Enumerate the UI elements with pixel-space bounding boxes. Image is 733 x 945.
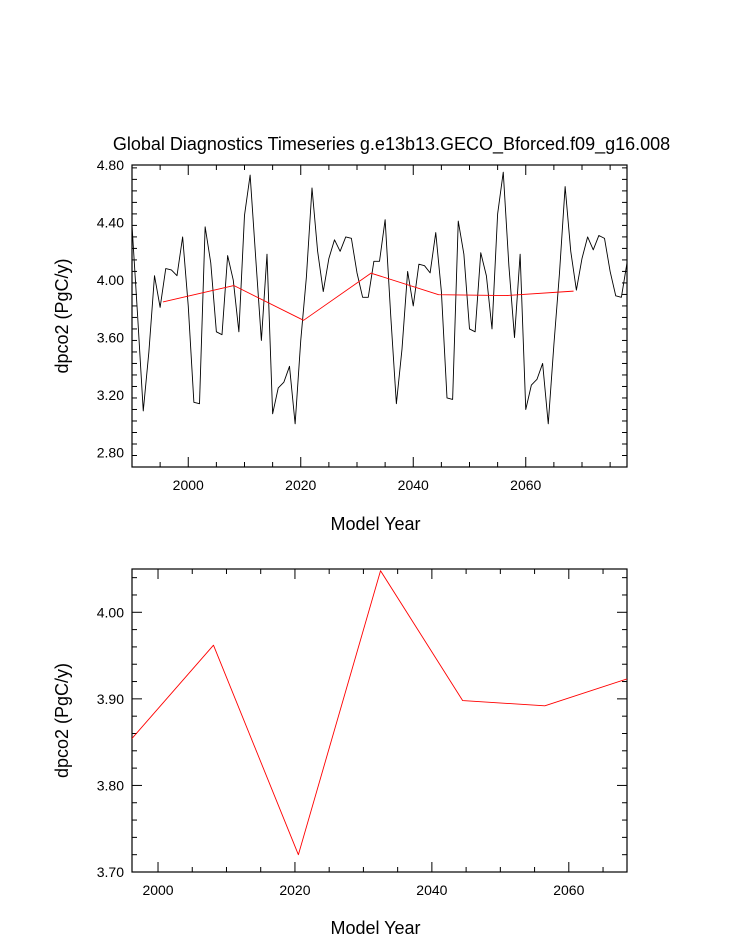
x-tick-label: 2040 bbox=[398, 477, 429, 493]
y-tick-label: 4.80 bbox=[97, 157, 124, 173]
y-tick-label: 3.90 bbox=[97, 691, 124, 707]
y-tick-label: 4.00 bbox=[97, 272, 124, 288]
x-axis-title: Model Year bbox=[330, 514, 420, 534]
y-tick-label: 2.80 bbox=[97, 445, 124, 461]
y-tick-label: 3.70 bbox=[97, 864, 124, 880]
top-panel: 2000 2020 2040 2060 2.80 3.20 3.60 4.00 4.40 4.80… bbox=[52, 134, 670, 534]
y-tick-label: 4.00 bbox=[97, 604, 124, 620]
y-axis-title: dpco2 (PgC/y) bbox=[52, 258, 72, 373]
bottom-panel: 2000 2020 2040 2060 3.70 3.80 3.90 4.00 Model Ye… bbox=[52, 568, 628, 938]
x-tick-label: 2020 bbox=[285, 477, 316, 493]
x-tick-label: 2000 bbox=[173, 477, 204, 493]
series-line-12-year-mean bbox=[132, 570, 627, 856]
chart-title: Global Diagnostics Timeseries g.e13b13.G… bbox=[113, 134, 670, 155]
y-tick-label: 3.20 bbox=[97, 387, 124, 403]
x-tick-label: 2020 bbox=[279, 882, 310, 898]
x-tick-label: 2000 bbox=[142, 882, 173, 898]
plot-frame bbox=[131, 568, 628, 873]
x-tick-label: 2060 bbox=[553, 882, 584, 898]
y-tick-label: 3.80 bbox=[97, 777, 124, 793]
series-line-annual bbox=[132, 171, 627, 425]
y-axis-title: dpco2 (PgC/y) bbox=[52, 663, 72, 778]
x-tick-label: 2040 bbox=[416, 882, 447, 898]
y-tick-label: 3.60 bbox=[97, 330, 124, 346]
series-line-12-year-mean bbox=[162, 272, 574, 321]
x-axis-title: Model Year bbox=[330, 918, 420, 938]
plot-frame bbox=[131, 164, 628, 468]
x-tick-label: 2060 bbox=[510, 477, 541, 493]
y-tick-label: 4.40 bbox=[97, 215, 124, 231]
